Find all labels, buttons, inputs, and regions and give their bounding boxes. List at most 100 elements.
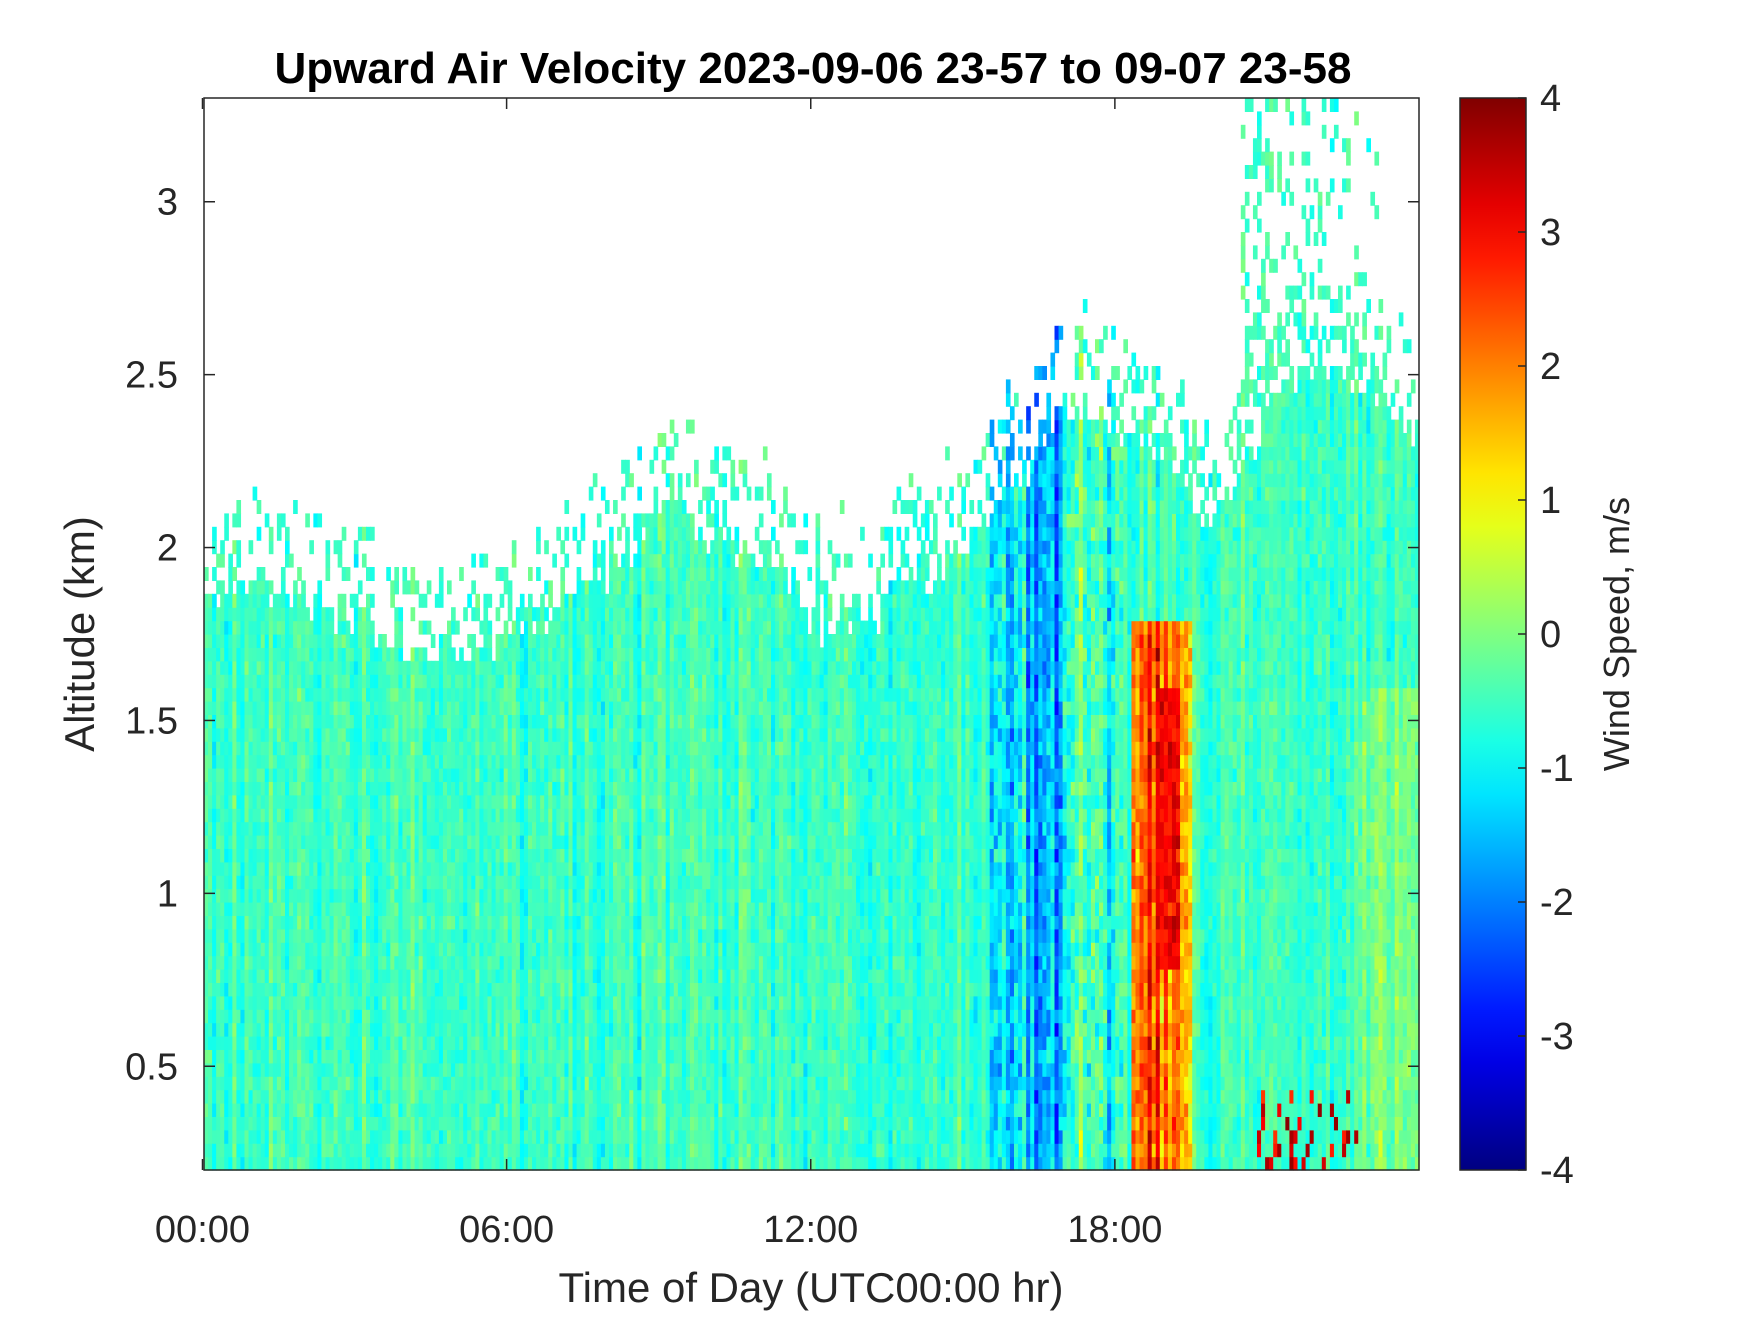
heatmap-cell [386, 821, 391, 836]
heatmap-cell [609, 593, 614, 608]
heatmap-cell [528, 634, 533, 648]
heatmap-cell [544, 1062, 549, 1077]
heatmap-cell [556, 1089, 561, 1104]
heatmap-cell [629, 473, 634, 488]
heatmap-cell [471, 1049, 476, 1064]
heatmap-cell [353, 701, 359, 715]
heatmap-cell [661, 928, 667, 943]
heatmap-cell [414, 647, 420, 662]
heatmap-cell [604, 1103, 610, 1117]
heatmap-cell [252, 969, 258, 983]
heatmap-cell [240, 701, 246, 715]
heatmap-cell [305, 513, 310, 528]
heatmap-cell [422, 1156, 428, 1171]
heatmap-cell [240, 674, 246, 689]
heatmap-cell [540, 942, 545, 957]
heatmap-cell [576, 701, 582, 715]
heatmap-cell [406, 995, 412, 1010]
heatmap-cell [228, 754, 233, 769]
heatmap-cell [366, 861, 371, 876]
heatmap-cell [228, 955, 233, 970]
heatmap-cell [483, 701, 489, 715]
heatmap-cell [276, 1062, 282, 1077]
heatmap-cell [625, 1156, 630, 1171]
heatmap-cell [313, 982, 318, 997]
heatmap-cell [422, 1009, 428, 1024]
heatmap-cell [289, 821, 294, 836]
heatmap-cell [653, 955, 659, 970]
heatmap-cell [285, 1036, 290, 1050]
heatmap-cell [471, 674, 476, 689]
heatmap-cell [576, 875, 582, 890]
heatmap-cell [321, 754, 327, 769]
heatmap-cell [609, 1049, 614, 1064]
heatmap-cell [398, 848, 404, 863]
heatmap-cell [268, 848, 274, 863]
heatmap-cell [220, 540, 225, 555]
heatmap-cell [604, 1129, 610, 1144]
heatmap-cell [495, 1156, 501, 1171]
heatmap-cell [592, 687, 598, 702]
heatmap-cell [361, 1009, 367, 1024]
heatmap-cell [459, 1076, 464, 1091]
heatmap-cell [661, 741, 667, 756]
heatmap-cell [499, 861, 505, 876]
heatmap-cell [467, 928, 472, 943]
heatmap-cell [321, 835, 327, 849]
heatmap-cell [657, 634, 663, 648]
heatmap-cell [633, 513, 638, 528]
heatmap-cell [422, 1116, 428, 1131]
heatmap-cell [220, 1076, 225, 1091]
heatmap-cell [337, 928, 343, 943]
heatmap-cell [309, 1129, 314, 1144]
heatmap-cell [220, 741, 225, 756]
heatmap-cell [495, 647, 501, 662]
heatmap-cell [629, 835, 634, 849]
heatmap-cell [260, 1049, 266, 1064]
heatmap-cell [637, 513, 642, 528]
heatmap-cell [540, 727, 545, 742]
heatmap-cell [455, 942, 460, 957]
heatmap-cell [224, 647, 229, 662]
heatmap-cell [434, 714, 440, 729]
heatmap-cell [386, 875, 391, 890]
heatmap-cell [361, 701, 367, 715]
heatmap-cell [398, 1156, 404, 1171]
heatmap-cell [386, 1009, 391, 1024]
heatmap-cell [479, 915, 485, 930]
heatmap-cell [410, 607, 416, 622]
heatmap-cell [511, 848, 517, 863]
heatmap-cell [224, 687, 229, 702]
heatmap-cell [637, 942, 642, 957]
heatmap-cell [653, 875, 659, 890]
heatmap-cell [240, 781, 246, 796]
heatmap-cell [293, 821, 298, 836]
heatmap-cell [349, 674, 355, 689]
heatmap-cell [240, 647, 246, 662]
heatmap-cell [576, 580, 582, 595]
heatmap-cell [398, 835, 404, 849]
heatmap-cell [438, 995, 444, 1010]
heatmap-cell [208, 875, 213, 890]
heatmap-cell [459, 1116, 464, 1131]
heatmap-cell [216, 1156, 221, 1171]
heatmap-cell [629, 1049, 634, 1064]
heatmap-cell [568, 593, 574, 608]
heatmap-cell [321, 902, 327, 916]
heatmap-cell [293, 607, 298, 622]
heatmap-cell [280, 580, 286, 595]
heatmap-cell [313, 1129, 318, 1144]
heatmap-cell [657, 888, 663, 903]
heatmap-cell [491, 1129, 497, 1144]
heatmap-cell [633, 794, 638, 809]
heatmap-cell [285, 794, 290, 809]
heatmap-cell [260, 794, 266, 809]
heatmap-cell [629, 768, 634, 782]
heatmap-cell [353, 1116, 359, 1131]
heatmap-cell [438, 687, 444, 702]
heatmap-cell [293, 915, 298, 930]
heatmap-cell [596, 1076, 602, 1091]
heatmap-cell [572, 1129, 578, 1144]
heatmap-cell [463, 701, 468, 715]
heatmap-cell [609, 567, 614, 581]
